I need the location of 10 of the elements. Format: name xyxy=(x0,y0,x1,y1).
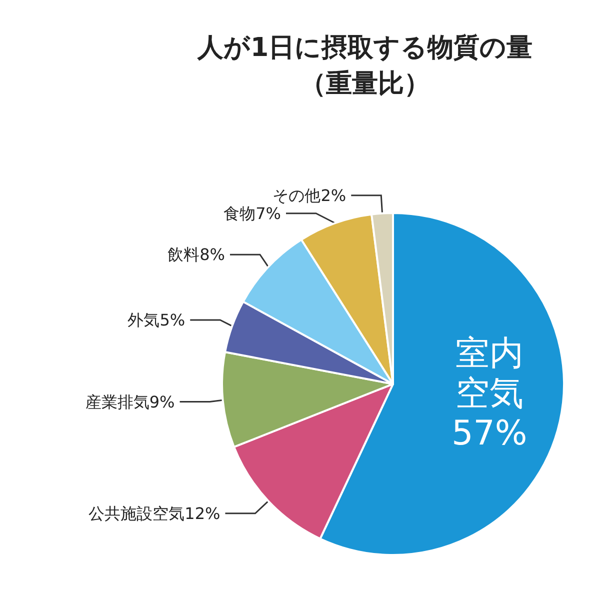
slice-label: 外気5% xyxy=(128,310,186,330)
slice-label: 公共施設空気12% xyxy=(88,504,220,523)
slice-label: 食物7% xyxy=(224,204,281,223)
chart-subtitle: （重量比） xyxy=(300,69,430,99)
data-label: 57% xyxy=(452,413,528,454)
slice-label: 飲料8% xyxy=(168,245,225,264)
slice-label: その他2% xyxy=(272,186,346,205)
chart-title: 人が1日に摂取する物質の量 xyxy=(196,33,533,63)
slice-label: 室内空気 xyxy=(455,333,524,414)
slice-label: 産業排気9% xyxy=(85,392,175,412)
